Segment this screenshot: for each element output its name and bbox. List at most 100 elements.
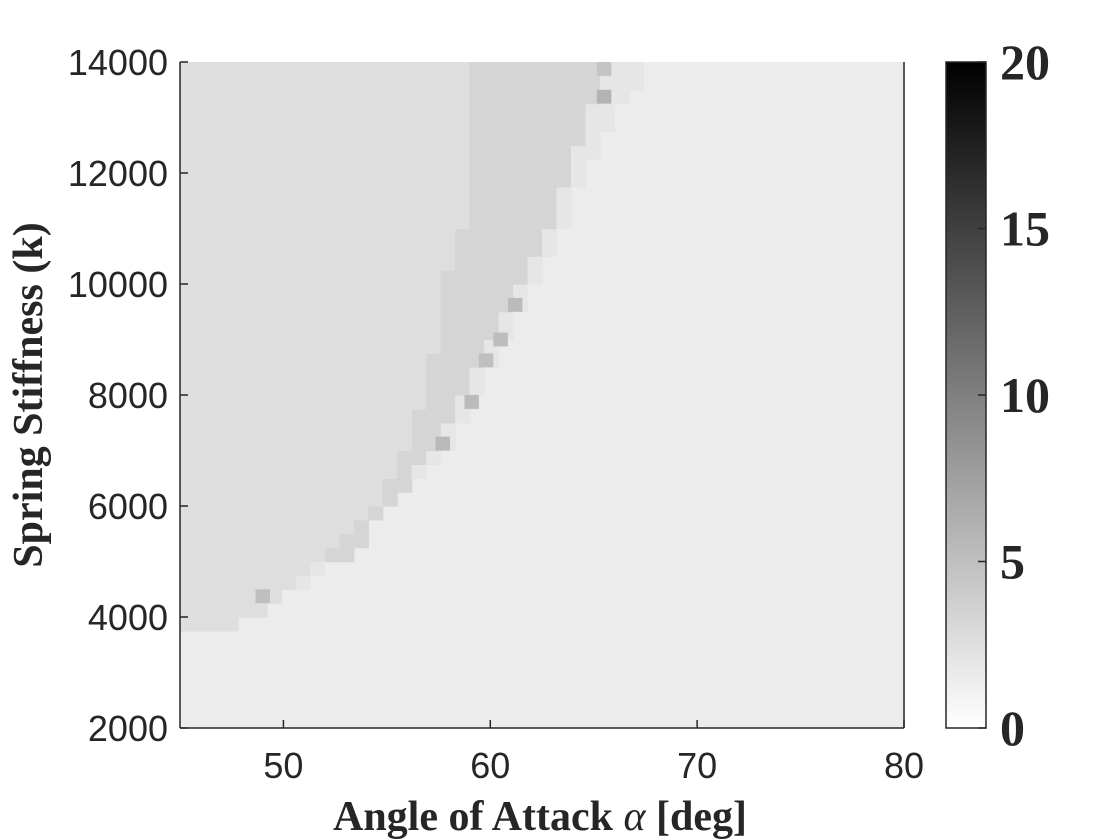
heatmap-cell [237, 256, 253, 271]
heatmap-cell [469, 89, 485, 105]
heatmap-cell [440, 117, 456, 132]
heatmap-cell [368, 450, 384, 465]
heatmap-cell [469, 284, 485, 299]
heatmap-cell [252, 422, 268, 438]
heatmap-cell [180, 311, 196, 327]
heatmap-cell [585, 62, 601, 77]
heatmap-cell [353, 214, 369, 230]
heatmap-cell [295, 297, 311, 313]
heatmap-cell [223, 408, 239, 424]
heatmap-cell [397, 173, 413, 188]
heatmap-cell [440, 339, 456, 354]
heatmap-cell [223, 519, 239, 535]
x-tick-label: 50 [263, 745, 303, 786]
heatmap-cell [281, 367, 297, 382]
y-axis-label: Spring Stiffness (k) [6, 222, 52, 567]
heatmap-cell [339, 367, 355, 382]
heatmap-cell [455, 367, 471, 382]
heatmap-cell [310, 325, 326, 341]
heatmap-cell [180, 89, 196, 105]
heatmap-cell [281, 242, 297, 257]
heatmap-cell [469, 186, 485, 202]
heatmap-cell [368, 103, 384, 119]
heatmap-cell [455, 284, 471, 299]
heatmap-cell [252, 186, 268, 202]
heatmap-cell [339, 325, 355, 341]
heatmap-cell [339, 395, 355, 410]
heatmap-cell [295, 89, 311, 105]
heatmap-cell [281, 395, 297, 410]
heatmap-cell [223, 62, 239, 77]
heatmap-cell [556, 145, 572, 160]
heatmap-cell [368, 325, 384, 341]
heatmap-cell [237, 547, 253, 563]
heatmap-cell [310, 117, 326, 132]
heatmap-cell [324, 186, 340, 202]
heatmap-cell [237, 478, 253, 493]
heatmap-cell [295, 242, 311, 257]
heatmap-cell [194, 339, 210, 354]
heatmap-cell [223, 561, 239, 576]
heatmap-cell [223, 173, 239, 188]
heatmap-cell [266, 200, 282, 216]
heatmap-cell [411, 270, 427, 285]
heatmap-cell [353, 297, 369, 313]
heatmap-cell [295, 422, 311, 438]
heatmap-cell [513, 242, 529, 257]
heatmap-cell [570, 75, 587, 91]
heatmap-cell [194, 353, 210, 368]
heatmap-cell [411, 297, 427, 313]
heatmap-cell [180, 186, 196, 202]
heatmap-cell [397, 242, 413, 257]
heatmap-cell [382, 131, 398, 146]
heatmap-cell [194, 228, 210, 243]
heatmap-cell [397, 325, 413, 341]
heatmap-cell [570, 103, 587, 119]
heatmap-cell [194, 395, 210, 410]
heatmap-cell [368, 436, 384, 452]
heatmap-cell [542, 214, 558, 230]
heatmap-cell [252, 256, 268, 271]
heatmap-cell [208, 339, 225, 354]
heatmap-cell [368, 464, 384, 479]
heatmap-cell [310, 408, 326, 424]
heatmap-cell [266, 270, 282, 285]
heatmap-cell [266, 547, 282, 563]
heatmap-cell [628, 62, 644, 77]
heatmap-cell [281, 311, 297, 327]
heatmap-cell [194, 103, 210, 119]
heatmap-cell [469, 117, 485, 132]
heatmap-cell [180, 519, 196, 535]
heatmap-cell [426, 173, 442, 188]
heatmap-cell [223, 214, 239, 230]
heatmap-cell [368, 270, 384, 285]
heatmap-cell [180, 353, 196, 368]
heatmap-cell [310, 367, 326, 382]
heatmap-cell [295, 339, 311, 354]
heatmap-cell [310, 478, 326, 493]
heatmap-cell [266, 353, 282, 368]
heatmap-cell [368, 381, 384, 396]
heatmap-cell [484, 62, 500, 77]
heatmap-cell [281, 533, 297, 549]
heatmap-cell [310, 422, 326, 438]
heatmap-cell [252, 325, 268, 341]
heatmap-cell [324, 381, 340, 396]
heatmap-cell [237, 367, 253, 382]
heatmap-cell [252, 131, 268, 146]
heatmap-cell [368, 228, 384, 243]
heatmap-cell [237, 603, 253, 618]
heatmap-cell [368, 89, 384, 105]
heatmap-cell [324, 131, 340, 146]
heatmap-cell [281, 145, 297, 160]
heatmap-cell [368, 173, 384, 188]
heatmap-cell [556, 89, 572, 105]
heatmap-cell [339, 270, 355, 285]
heatmap-cell [455, 103, 471, 119]
heatmap-cell [310, 256, 326, 271]
heatmap-cell [237, 589, 253, 604]
heatmap-cell [484, 256, 500, 271]
heatmap-cell [208, 131, 225, 146]
heatmap-cell [295, 270, 311, 285]
heatmap-cell [542, 159, 558, 174]
